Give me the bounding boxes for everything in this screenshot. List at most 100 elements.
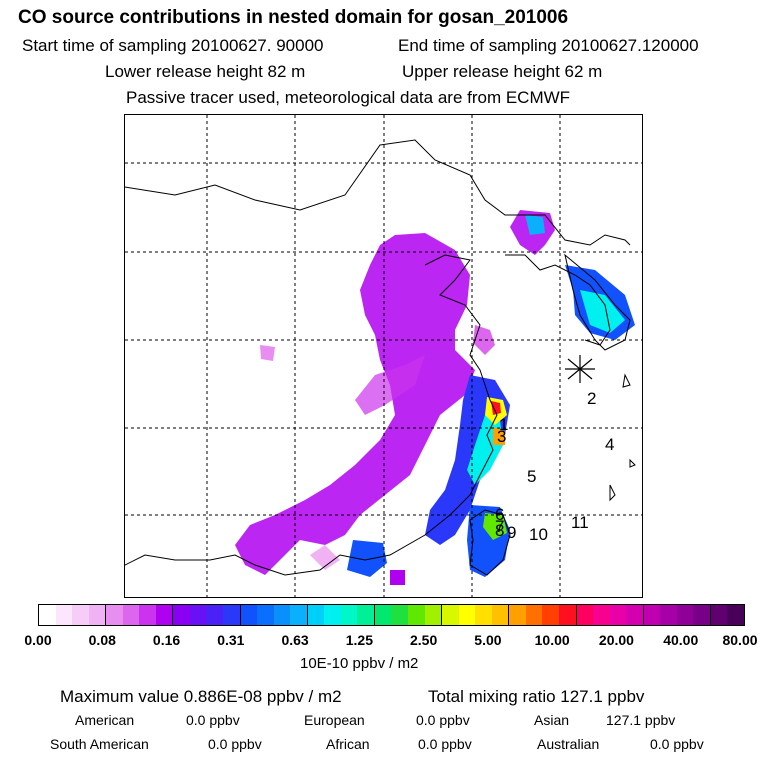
colorbar-segment <box>558 605 577 625</box>
colorbar-segment <box>374 605 392 625</box>
colorbar-segment <box>257 605 274 625</box>
colorbar-tick-label: 0.00 <box>24 632 52 648</box>
colorbar-segment <box>357 605 375 625</box>
region-label-2: 2 <box>587 389 597 408</box>
region-value-south-american: 0.0 ppbv <box>208 736 262 752</box>
colorbar-segment <box>391 605 409 625</box>
colorbar-segment <box>72 605 89 625</box>
colorbar-segment <box>189 605 207 625</box>
colorbar-segment <box>240 605 258 625</box>
map-canvas <box>125 115 642 597</box>
region-value-african: 0.0 ppbv <box>418 736 472 752</box>
colorbar-tick-label: 40.00 <box>663 632 699 648</box>
colorbar-segment <box>609 605 627 625</box>
region-label-10: 10 <box>529 525 548 544</box>
colorbar-segment <box>307 605 325 625</box>
region-label-4: 4 <box>605 435 615 454</box>
colorbar-segment <box>576 605 594 625</box>
colorbar-segment <box>139 605 156 625</box>
colorbar-tick-label: 20.00 <box>598 632 634 648</box>
map-panel: 1 2 3 4 5 6 7 8 9 10 11 <box>124 114 643 598</box>
plume-korea-core <box>580 290 625 333</box>
colorbar-segment <box>273 605 291 625</box>
colorbar-segment <box>223 605 241 625</box>
colorbar-tick-label: 0.63 <box>281 632 309 648</box>
plume-hotspot-red <box>491 401 501 415</box>
lower-release-label: Lower release height 82 m <box>105 62 306 81</box>
region-name-american: American <box>75 712 135 728</box>
chart-title: CO source contributions in nested domain… <box>18 7 569 28</box>
colorbar-segment <box>660 605 677 625</box>
colorbar-unit: 10E-10 ppbv / m2 <box>300 655 419 672</box>
colorbar-segment <box>88 605 107 625</box>
plume-north-core <box>525 215 545 235</box>
colorbar-tick-label: 10.00 <box>534 632 570 648</box>
colorbar-tick-label: 2.50 <box>410 632 438 648</box>
colorbar-tick-label: 1.25 <box>345 632 373 648</box>
colorbar-segment <box>442 605 459 625</box>
colorbar-segment <box>525 605 543 625</box>
colorbar-segment <box>710 605 728 625</box>
colorbar-segment <box>693 605 711 625</box>
region-label-8: 8 <box>495 521 505 540</box>
colorbar-segment <box>727 605 744 625</box>
plume-taiwan-green <box>483 513 507 540</box>
colorbar-segment <box>626 605 644 625</box>
region-name-south-american: South American <box>50 736 149 752</box>
colorbar-segment <box>458 605 476 625</box>
plume-isolated <box>260 345 275 361</box>
tracer-note: Passive tracer used, meteorological data… <box>126 88 571 107</box>
plume-south-spot <box>390 570 405 585</box>
plume-south <box>347 540 387 577</box>
plume-hotspot-orange <box>493 427 505 445</box>
region-name-european: European <box>304 712 365 728</box>
colorbar-segment <box>206 605 224 625</box>
colorbar-segment <box>509 605 526 625</box>
plume-edge <box>473 325 495 355</box>
region-label-5: 5 <box>527 467 537 486</box>
colorbar-tick-label: 80.00 <box>722 632 758 648</box>
upper-release-label: Upper release height 62 m <box>402 62 603 81</box>
colorbar-segment <box>643 605 661 625</box>
colorbar-segment <box>491 605 510 625</box>
total-mixing-line: Total mixing ratio 127.1 ppbv <box>428 687 645 706</box>
region-name-asian: Asian <box>534 712 570 728</box>
colorbar-segment <box>542 605 559 625</box>
colorbar-segment <box>106 605 123 625</box>
region-value-american: 0.0 ppbv <box>186 712 240 728</box>
colorbar-segment <box>122 605 140 625</box>
colorbar-segment <box>39 605 56 625</box>
colorbar-segment <box>55 605 73 625</box>
colorbar <box>38 604 745 626</box>
colorbar-segment <box>593 605 610 625</box>
region-name-australian: Australian <box>537 736 600 752</box>
region-label-6: 6 <box>495 505 505 524</box>
region-name-african: African <box>326 736 370 752</box>
concentration-field <box>235 210 635 585</box>
region-value-australian: 0.0 ppbv <box>650 736 704 752</box>
region-label-3: 3 <box>497 427 507 446</box>
max-value-line: Maximum value 0.886E-08 ppbv / m2 <box>60 687 342 706</box>
region-label-7: 7 <box>495 517 505 536</box>
lat-lon-grid <box>125 115 642 597</box>
coastlines <box>125 139 636 576</box>
plume-purple <box>235 233 475 575</box>
colorbar-segment <box>408 605 425 625</box>
colorbar-tick-label: 0.16 <box>152 632 181 648</box>
plume-violet <box>355 355 425 415</box>
colorbar-segment <box>173 605 190 625</box>
colorbar-segment <box>424 605 443 625</box>
region-value-asian: 127.1 ppbv <box>606 712 676 728</box>
start-time-label: Start time of sampling 20100627. 90000 <box>22 36 324 55</box>
colorbar-segment <box>290 605 308 625</box>
colorbar-tick-label: 5.00 <box>474 632 502 648</box>
region-label-11: 11 <box>571 513 589 532</box>
region-value-european: 0.0 ppbv <box>416 712 470 728</box>
colorbar-segment <box>324 605 341 625</box>
colorbar-tick-label: 0.08 <box>88 632 116 648</box>
region-label-9: 9 <box>507 523 517 542</box>
colorbar-segment <box>475 605 492 625</box>
colorbar-segment <box>155 605 174 625</box>
asterisk-icon <box>565 355 595 383</box>
colorbar-segment <box>676 605 694 625</box>
